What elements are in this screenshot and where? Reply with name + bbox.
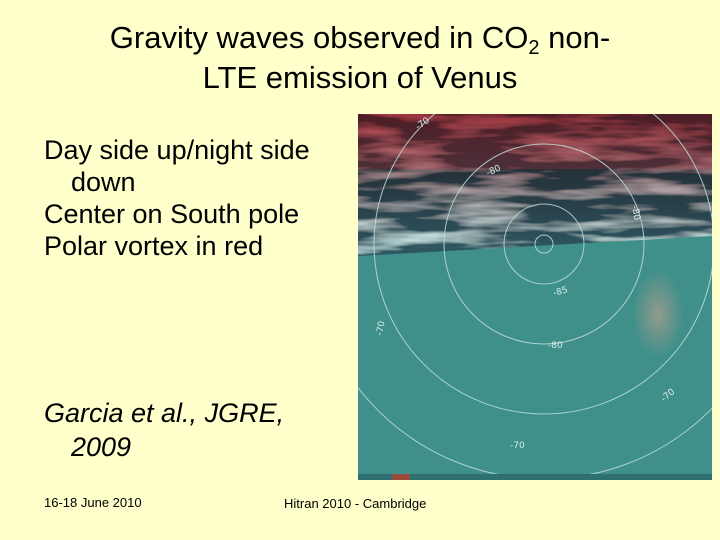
contour-label: -70	[375, 320, 387, 336]
scale-marker	[392, 474, 410, 480]
venus-polar-image: -70 -80 -80 -85 -70 -80 -70 -70	[358, 114, 712, 480]
footer-event: Hitran 2010 - Cambridge	[284, 496, 427, 511]
title-line2: LTE emission of Venus	[202, 60, 518, 95]
slide-title: Gravity waves observed in CO2 non- LTE e…	[40, 18, 680, 98]
contour-label: -70	[510, 441, 525, 451]
bullet-south-pole: Center on South pole	[44, 199, 300, 229]
scale-strip	[358, 474, 712, 480]
bullet-list: Day side up/night side down Center on So…	[44, 134, 344, 262]
contour-label: -85	[552, 285, 569, 298]
title-subscript: 2	[528, 37, 540, 59]
footer-date: 16-18 June 2010	[44, 495, 142, 510]
nightglow-spot	[632, 270, 684, 358]
contour-label: -80	[548, 341, 563, 351]
day-side-panel	[358, 114, 712, 256]
title-text-part1: Gravity waves observed in CO	[109, 20, 529, 55]
bullet-day-night: Day side up/night side down	[44, 135, 310, 197]
bullet-polar-vortex: Polar vortex in red	[44, 231, 264, 261]
reference-citation: Garcia et al., JGRE, 2009	[44, 398, 285, 462]
contour-label: -80	[629, 205, 641, 221]
title-text-part2: non-	[539, 20, 611, 55]
